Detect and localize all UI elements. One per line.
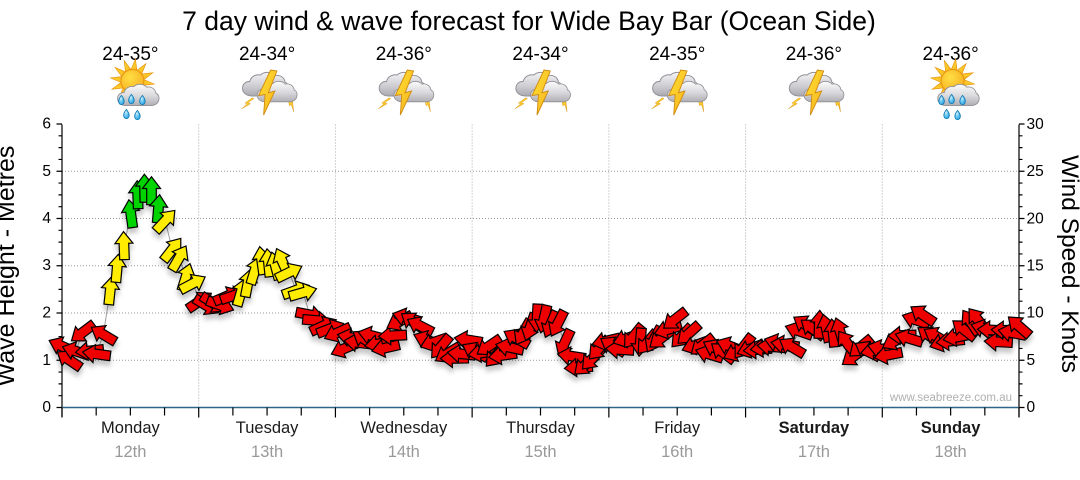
svg-text:Wednesday: Wednesday [360, 419, 448, 437]
svg-text:25: 25 [1027, 163, 1044, 180]
svg-text:24-34°: 24-34° [512, 44, 568, 65]
svg-text:4: 4 [42, 210, 51, 227]
svg-text:24-36°: 24-36° [786, 44, 842, 65]
svg-text:24-34°: 24-34° [239, 44, 295, 65]
svg-text:Sunday: Sunday [921, 419, 981, 437]
svg-text:Saturday: Saturday [779, 419, 850, 437]
svg-text:Wave Height - Metres: Wave Height - Metres [0, 146, 20, 387]
svg-text:15: 15 [1027, 258, 1044, 275]
svg-text:24-36°: 24-36° [376, 44, 432, 65]
svg-text:0: 0 [42, 399, 51, 416]
svg-text:24-36°: 24-36° [922, 44, 978, 65]
svg-text:Tuesday: Tuesday [236, 419, 299, 437]
svg-text:10: 10 [1027, 305, 1045, 322]
svg-text:5: 5 [1027, 352, 1036, 369]
svg-text:14th: 14th [388, 443, 420, 461]
svg-text:18th: 18th [935, 443, 967, 461]
svg-text:Monday: Monday [101, 419, 160, 437]
svg-text:Friday: Friday [654, 419, 701, 437]
svg-text:12th: 12th [114, 443, 146, 461]
svg-text:Wind Speed - Knots: Wind Speed - Knots [1056, 155, 1080, 373]
svg-text:24-35°: 24-35° [649, 44, 705, 65]
svg-text:15th: 15th [524, 443, 556, 461]
svg-text:24-35°: 24-35° [102, 44, 158, 65]
svg-text:20: 20 [1027, 210, 1045, 227]
svg-text:16th: 16th [661, 443, 693, 461]
svg-text:Thursday: Thursday [506, 419, 576, 437]
svg-text:1: 1 [42, 352, 51, 369]
svg-text:www.seabreeze.com.au: www.seabreeze.com.au [889, 392, 1012, 404]
svg-text:17th: 17th [798, 443, 830, 461]
svg-text:30: 30 [1027, 116, 1045, 133]
svg-text:13th: 13th [251, 443, 283, 461]
svg-text:2: 2 [42, 305, 51, 322]
svg-text:7 day wind & wave forecast for: 7 day wind & wave forecast for Wide Bay … [182, 6, 876, 36]
svg-text:0: 0 [1027, 399, 1036, 416]
svg-text:5: 5 [42, 163, 51, 180]
svg-text:6: 6 [42, 116, 51, 133]
svg-text:3: 3 [42, 257, 51, 274]
